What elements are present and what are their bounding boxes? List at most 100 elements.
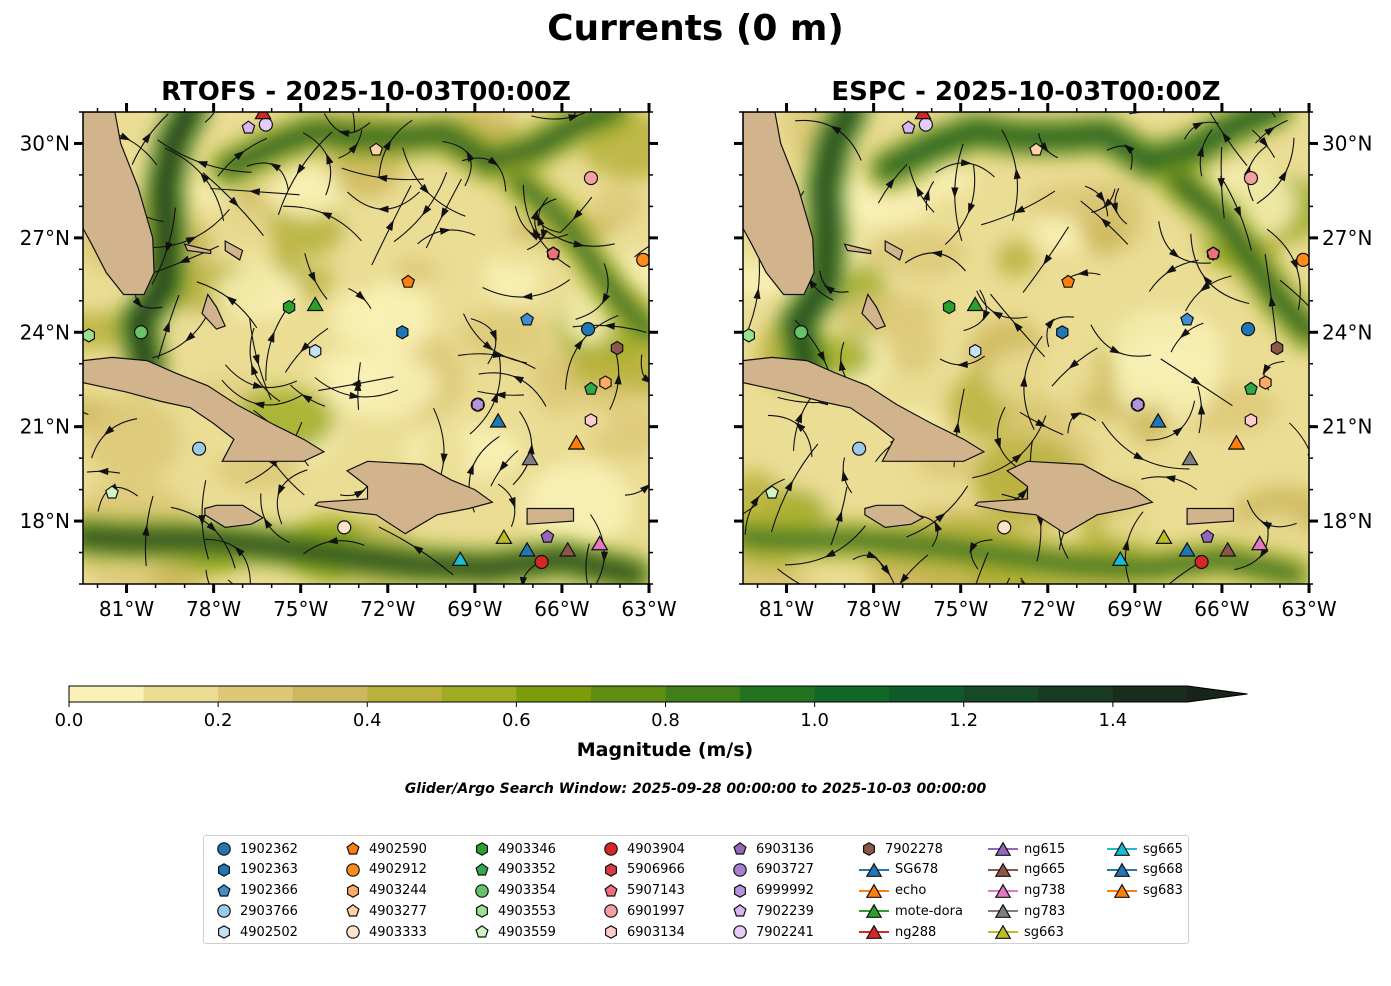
colorbar-tick-label: 0.4	[353, 710, 382, 731]
platform-4903346	[282, 299, 296, 315]
colorbar-extend-arrow	[1187, 686, 1248, 702]
legend-marker	[988, 841, 1018, 856]
streamline	[1168, 563, 1198, 584]
streamline-arrow	[915, 185, 924, 198]
legend-item-4903277: 4903277	[343, 901, 427, 921]
streamline-arrow	[252, 381, 264, 389]
speed-patch	[86, 397, 180, 483]
streamline-arrow	[885, 177, 895, 189]
streamline-arrow	[519, 576, 527, 584]
legend-item-sg663: sg663	[988, 922, 1064, 942]
platform-ng783	[1181, 450, 1199, 466]
legend-item-7902239: 7902239	[730, 901, 814, 921]
streamline-arrow	[750, 495, 760, 507]
x-tick-label: 69°W	[1107, 597, 1162, 621]
streamline-arrow	[377, 205, 389, 213]
map-panel-rtofs: 81°W 78°W 75°W 72°W 69°W 66°W 63°W 18°N 21°N 24°N…	[20, 103, 677, 621]
legend-marker-shape	[604, 904, 618, 919]
legend-marker	[733, 862, 747, 877]
y-tick-label: 24°N	[20, 320, 70, 344]
current-band-core	[220, 112, 622, 177]
legend-marker	[859, 862, 889, 877]
streamline-arrow	[1133, 451, 1145, 461]
speed-patch	[860, 230, 968, 279]
land-mass	[83, 356, 326, 462]
streamline-arrow	[419, 183, 430, 195]
x-tick-label: 75°W	[273, 597, 328, 621]
legend-label: 4903333	[369, 924, 427, 940]
axis-ticks: 81°W 78°W 75°W 72°W 69°W 66°W 63°W 18°N 21°N 24°N…	[20, 103, 677, 621]
legend-marker	[217, 883, 231, 897]
speed-patch	[1026, 182, 1142, 221]
colorbar-cell	[367, 686, 443, 702]
streamline-arrow	[141, 132, 152, 144]
legend-item-5907143: 5907143	[601, 881, 685, 901]
platform-sg665	[451, 550, 469, 566]
speed-patch	[524, 461, 632, 549]
platform-4903904	[1194, 554, 1209, 570]
streamline-arrow	[824, 284, 835, 295]
streamline-arrow	[641, 374, 649, 383]
speed-patch	[362, 277, 434, 356]
current-band-core	[1170, 173, 1309, 341]
platform-7902278	[1270, 340, 1284, 356]
legend-marker-shape	[218, 925, 230, 940]
legend-marker	[734, 883, 746, 898]
legend-marker-shape	[218, 862, 230, 877]
platform-legend: 1902362 1902363 1902366 2903766 4902502 49025…	[203, 835, 1189, 944]
legend-marker-shape	[994, 883, 1012, 898]
platform-6903134	[1244, 413, 1258, 428]
colorbar-cell	[665, 686, 741, 702]
x-tick-label: 75°W	[933, 597, 988, 621]
streamline-arrow	[482, 341, 494, 351]
streamline-arrow	[248, 188, 260, 196]
platform-ng738	[1251, 535, 1269, 551]
platform-4902912	[636, 252, 649, 267]
streamline-arrow	[1044, 318, 1055, 329]
legend-label: 5907143	[627, 883, 685, 899]
platform-sg665	[1111, 550, 1129, 566]
legend-label: SG678	[895, 862, 939, 878]
panel-title-espc: ESPC - 2025-10-03T00:00Z	[831, 77, 1221, 107]
streamline-arrow	[1260, 521, 1273, 530]
streamline-arrow	[968, 202, 976, 215]
platform-ng738	[591, 535, 609, 551]
land-mass	[743, 112, 815, 296]
land	[83, 112, 575, 535]
streamline-arrow	[935, 512, 946, 523]
platform-6901997	[1243, 170, 1259, 186]
platform-1902366	[1180, 312, 1195, 326]
colorbar-cell	[1038, 686, 1114, 702]
legend-item-6903134: 6903134	[601, 922, 685, 942]
streamline	[83, 411, 89, 416]
streamline-arrow	[1068, 359, 1080, 370]
streamline-arrow	[512, 375, 525, 384]
platform-sg668	[518, 541, 536, 557]
streamline-arrow	[196, 161, 208, 169]
streamline-arrow	[1262, 363, 1271, 376]
land	[743, 112, 1235, 535]
streamline-arrow	[269, 162, 281, 172]
land-mass	[526, 507, 575, 525]
legend-marker-shape	[605, 925, 617, 940]
legend-marker-shape	[475, 883, 489, 898]
legend-marker-shape	[1113, 841, 1131, 856]
legend-marker-shape	[733, 904, 747, 917]
platform-1902362	[1240, 322, 1256, 337]
legend-label: 5906966	[627, 862, 685, 878]
platform-6901997	[583, 170, 599, 186]
legend-item-4903352: 4903352	[472, 860, 556, 880]
speed-patch	[770, 398, 846, 427]
legend-label: ng738	[1024, 883, 1066, 899]
legend-marker	[1107, 841, 1137, 856]
axis-ticks: 81°W 78°W 75°W 72°W 69°W 66°W 63°W 18°N 21°N 24°N…	[734, 103, 1372, 621]
platform-markers	[743, 112, 1309, 570]
streamline-arrow	[664, 233, 675, 240]
streamline-arrow	[956, 360, 968, 368]
legend-marker	[475, 925, 489, 938]
streamline-arrow	[969, 542, 978, 554]
streamline-arrow	[835, 510, 843, 522]
legend-label: echo	[895, 883, 927, 899]
streamline-arrow	[1122, 539, 1130, 551]
streamline-arrow	[537, 214, 545, 227]
